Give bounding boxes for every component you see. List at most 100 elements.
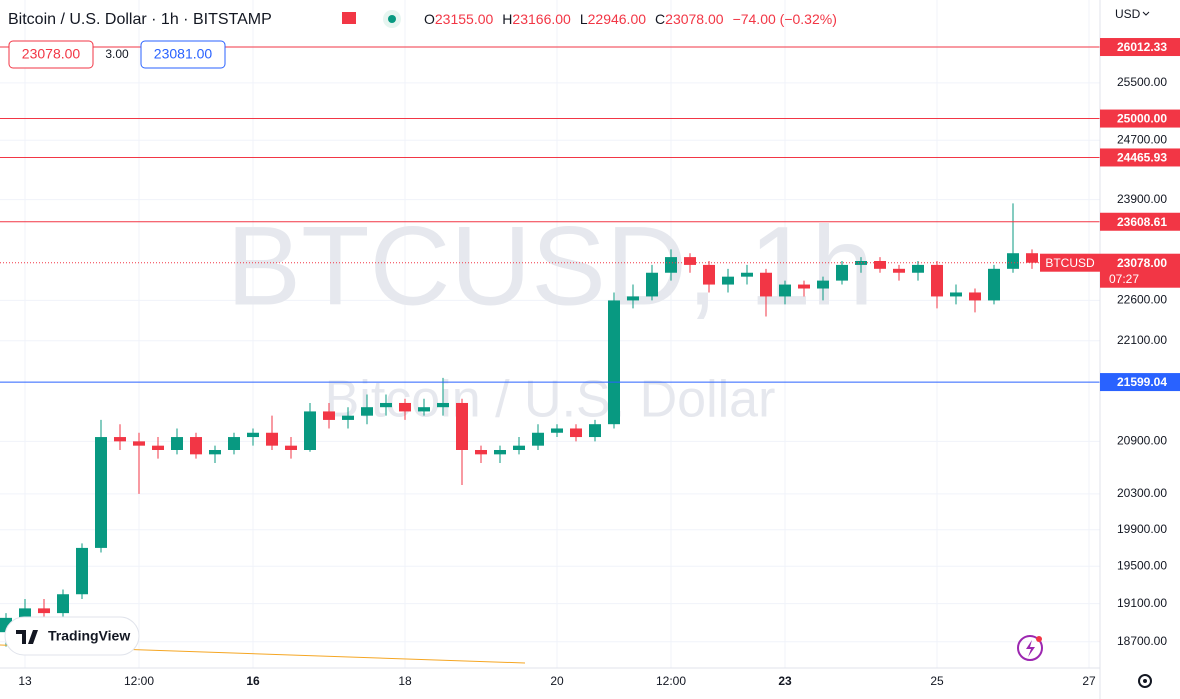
candle-body — [57, 594, 69, 614]
candle-body — [817, 280, 829, 289]
watermark-subtitle: Bitcoin / U.S. Dollar — [325, 371, 776, 429]
y-tick-label: 19900.00 — [1117, 522, 1167, 536]
candle-body — [475, 449, 487, 455]
candle-body — [209, 449, 221, 455]
candle-body — [114, 437, 126, 442]
candle-body — [532, 432, 544, 446]
price-axis: 25500.00 24700.00 23900.00 22600.00 22100.00… — [1100, 38, 1180, 648]
level-label-box — [1100, 212, 1180, 231]
ohlc-key: O — [424, 11, 435, 27]
candle-body — [456, 402, 468, 450]
alert-dot — [1036, 636, 1042, 642]
candle-body — [627, 296, 639, 301]
level-label-box — [1100, 373, 1180, 392]
y-tick-label: 24700.00 — [1117, 132, 1167, 146]
candle-body — [1007, 253, 1019, 269]
buy-button[interactable] — [140, 40, 226, 69]
ohlc-value: 23166.00 — [512, 11, 571, 27]
y-tick-label: 25500.00 — [1117, 75, 1167, 89]
sell-button[interactable] — [8, 40, 94, 69]
candle-body — [494, 449, 506, 455]
x-tick-label: 13 — [18, 674, 32, 688]
watermark: BTCUSD, 1h — [226, 204, 873, 329]
ohlc-key: H — [502, 11, 512, 27]
x-tick-label: 27 — [1082, 674, 1096, 688]
candle-body — [912, 264, 924, 273]
candle-body — [399, 402, 411, 412]
level-label: 21599.04 — [1117, 375, 1167, 389]
candle-body — [893, 268, 905, 273]
plot — [0, 46, 1100, 647]
candle-body — [418, 407, 430, 412]
y-tick-label: 23900.00 — [1117, 192, 1167, 206]
countdown: 07:27 — [1109, 272, 1139, 286]
candle-body — [133, 441, 145, 446]
y-tick-label: 22100.00 — [1117, 333, 1167, 347]
flag-icon[interactable] — [342, 12, 356, 24]
level-label: 23608.61 — [1117, 215, 1167, 229]
candle-body — [285, 445, 297, 450]
last-price-box — [1100, 253, 1180, 288]
dropdown-icon[interactable] — [1142, 11, 1150, 16]
candle-body — [1026, 253, 1038, 263]
candle-body — [779, 284, 791, 297]
candle-body — [171, 437, 183, 450]
level-label-box — [1100, 109, 1180, 128]
candle-body — [589, 424, 601, 438]
candle-body — [76, 547, 88, 595]
ohlc-value: 23155.00 — [435, 11, 494, 27]
x-tick-label: 18 — [398, 674, 412, 688]
grid — [0, 0, 1100, 668]
sell-price[interactable]: 23078.00 — [22, 46, 81, 62]
candle-body — [38, 608, 50, 614]
candle-body — [570, 428, 582, 438]
candle-body — [95, 437, 107, 548]
symbol-title[interactable]: Bitcoin / U.S. Dollar · 1h · BITSTAMP — [8, 11, 272, 28]
last-price-label: 23078.00 — [1117, 256, 1167, 270]
level-label-box — [1100, 38, 1180, 57]
candle-body — [969, 292, 981, 301]
candle-body — [798, 284, 810, 289]
symbol-tag-label: BTCUSD — [1045, 256, 1095, 270]
currency-selector[interactable]: USD — [1115, 7, 1141, 21]
x-tick-label: 12:00 — [124, 674, 154, 688]
alert-icon[interactable] — [1017, 635, 1043, 661]
candle-body — [342, 415, 354, 420]
candle-body — [551, 428, 563, 433]
level-label: 26012.33 — [1117, 40, 1167, 54]
symbol-tag — [1040, 253, 1100, 272]
level-label: 24465.93 — [1117, 151, 1167, 165]
candle-body — [684, 257, 696, 265]
x-tick-label: 16 — [246, 674, 260, 688]
brand-badge[interactable] — [4, 616, 140, 656]
alert-bolt — [1026, 640, 1035, 657]
ohlc-change: −74.00 (−0.32%) — [733, 11, 837, 27]
brand-logo — [16, 630, 38, 644]
candle-body — [741, 272, 753, 277]
candle-body — [646, 272, 658, 297]
settings-icon[interactable] — [1138, 674, 1152, 688]
candle-body — [703, 264, 715, 285]
candle-body — [665, 257, 677, 273]
candle-body — [931, 264, 943, 297]
y-tick-label: 20900.00 — [1117, 434, 1167, 448]
y-tick-label: 20300.00 — [1117, 486, 1167, 500]
candle-body — [608, 300, 620, 425]
ohlc-key: C — [655, 11, 665, 27]
candle-body — [513, 445, 525, 450]
candle-body — [190, 437, 202, 455]
ohlc-value: 22946.00 — [588, 11, 647, 27]
status-dot — [388, 15, 396, 23]
candle-body — [836, 264, 848, 281]
level-label-box — [1100, 148, 1180, 167]
candle-body — [228, 437, 240, 450]
settings-center — [1143, 679, 1147, 683]
candle-body — [437, 402, 449, 408]
x-tick-label: 12:00 — [656, 674, 686, 688]
buy-price[interactable]: 23081.00 — [154, 46, 213, 62]
candle-body — [950, 292, 962, 297]
candle-body — [760, 272, 772, 297]
y-tick-label: 19100.00 — [1117, 596, 1167, 610]
